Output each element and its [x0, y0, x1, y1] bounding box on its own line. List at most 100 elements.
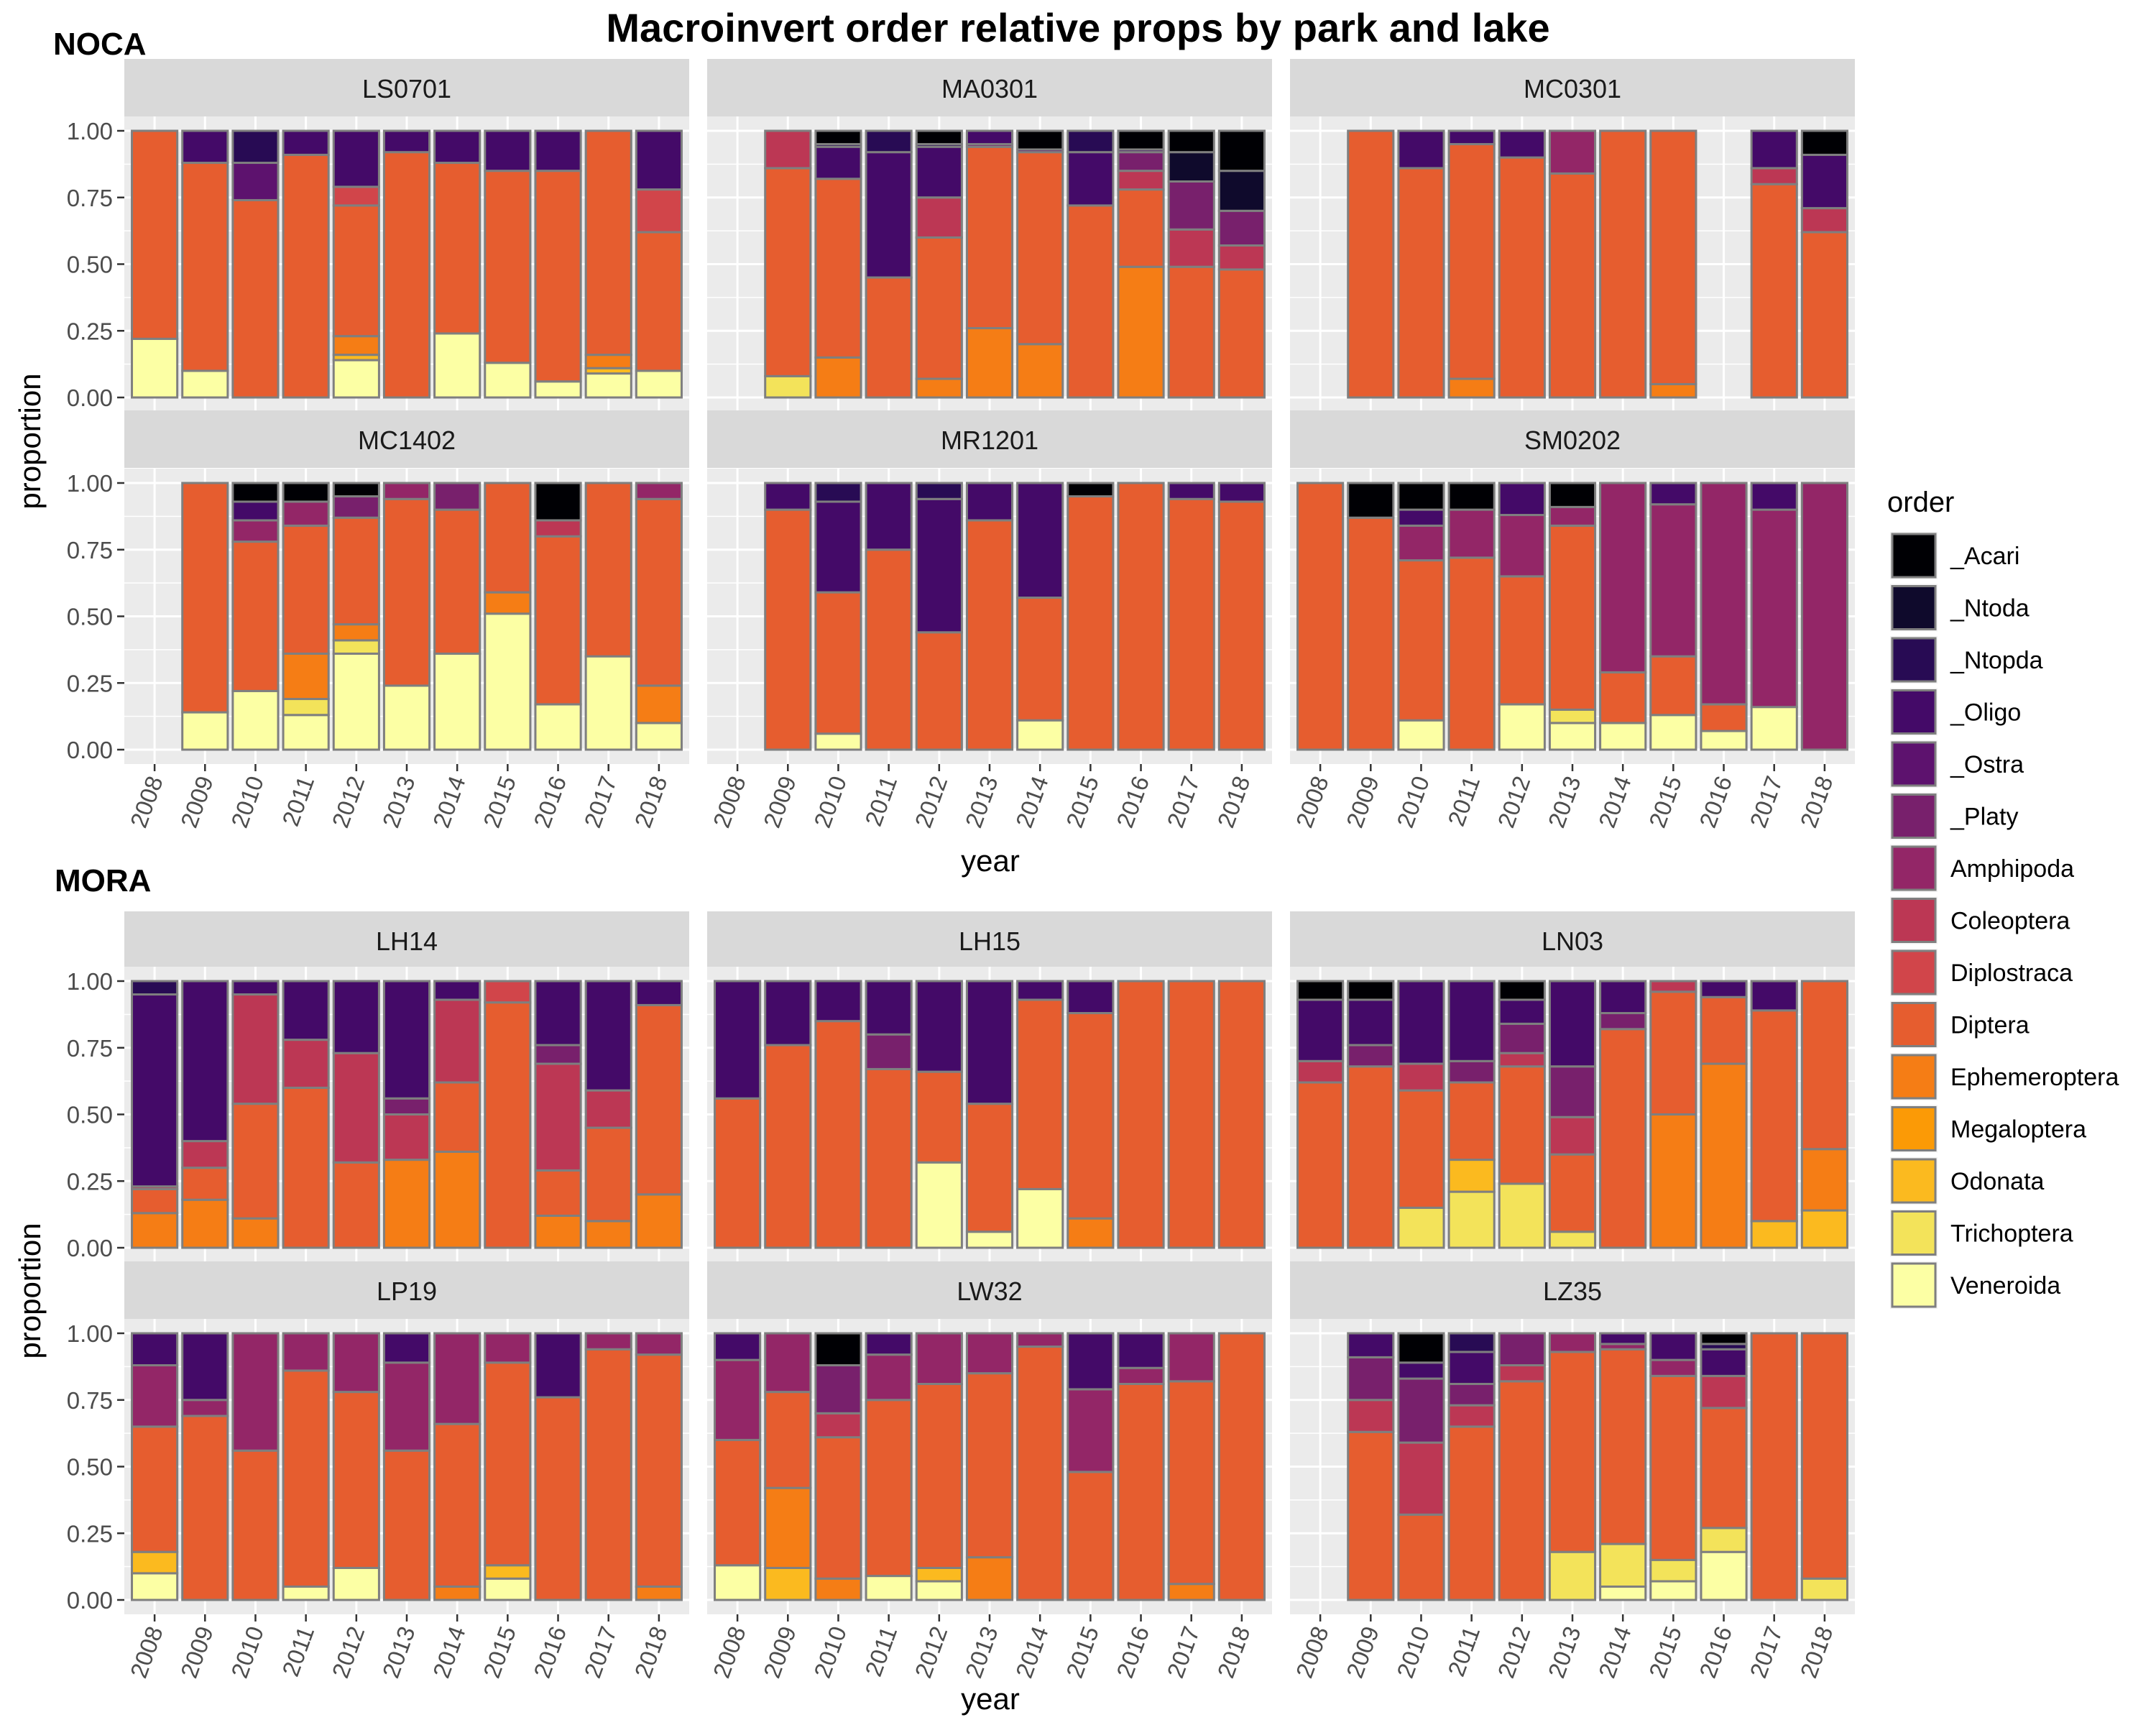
y-tick-label: 0.00 — [67, 737, 113, 763]
x-tick-label: 2015 — [478, 773, 521, 832]
facet-label: SM0202 — [1524, 426, 1621, 455]
bar-segment-Veneroida — [484, 1577, 532, 1601]
bar-segment-_Oligo — [1498, 482, 1546, 517]
bar-LP19-2015 — [484, 1332, 532, 1601]
x-tick-label: 2011 — [1442, 1623, 1485, 1680]
bar-segment-_Oligo — [131, 1332, 179, 1367]
bar-segment-_Oligo — [1700, 980, 1748, 998]
bar-segment-_Acari — [915, 129, 963, 146]
bar-LW32-2013 — [965, 1332, 1014, 1601]
bar-segment-Diptera — [1067, 1012, 1115, 1220]
bar-LH15-2018 — [1217, 980, 1266, 1249]
bar-segment-Diptera — [965, 145, 1014, 330]
bar-segment-Amphipoda — [332, 1332, 380, 1394]
bar-LZ35-2009 — [1347, 1332, 1395, 1601]
y-tick-label: 0.50 — [67, 1454, 113, 1481]
bar-segment-Veneroida — [332, 1566, 380, 1601]
x-tick-label: 2015 — [478, 1623, 521, 1682]
bar-segment-Veneroida — [635, 722, 683, 751]
bar-segment-_Oligo — [865, 1332, 913, 1356]
bar-segment-_Oligo — [1649, 1332, 1697, 1361]
facet-strip — [707, 1261, 1272, 1319]
bar-segment-_Oligo — [1296, 998, 1345, 1062]
bar-segment-Amphipoda — [382, 482, 431, 500]
bar-segment-Diptera — [534, 170, 582, 383]
bar-segment-_Platy — [1447, 1382, 1496, 1407]
bar-segment-Diptera — [635, 497, 683, 687]
bar-segment-Diptera — [332, 204, 380, 338]
legend-swatch — [1891, 585, 1937, 630]
bar-LP19-2013 — [382, 1332, 431, 1601]
bar-MC1402-2010 — [231, 482, 280, 751]
bar-segment-Diptera — [1117, 482, 1165, 751]
bar-segment-Coleoptera — [1397, 1062, 1445, 1092]
bar-segment-Diptera — [1397, 167, 1445, 399]
bar-MC1402-2014 — [433, 482, 482, 751]
bar-MA0301-2011 — [865, 129, 913, 399]
bar-segment-Trichoptera — [1599, 1542, 1647, 1588]
bar-segment-Diptera — [865, 548, 913, 751]
y-tick-label: 0.50 — [67, 1102, 113, 1128]
bar-segment-_Acari — [534, 482, 582, 522]
bar-segment-_Oligo — [764, 980, 812, 1046]
bar-segment-_Acari — [1447, 482, 1496, 511]
bar-LH15-2011 — [865, 980, 913, 1249]
bar-segment-Diptera — [1649, 1374, 1697, 1561]
bar-segment-Veneroida — [231, 689, 280, 751]
bar-LW32-2011 — [865, 1332, 913, 1601]
y-tick-label: 1.00 — [67, 1320, 113, 1347]
bar-segment-Diptera — [865, 1067, 913, 1249]
bar-segment-_Platy — [1347, 1044, 1395, 1068]
x-tick-label: 2013 — [1543, 1623, 1586, 1682]
panel-MA0301: MA0301 — [707, 59, 1272, 412]
bar-segment-Amphipoda — [282, 1332, 330, 1372]
bar-segment-Diptera — [635, 1003, 683, 1196]
bar-segment-Veneroida — [181, 369, 229, 399]
bar-MR1201-2010 — [814, 482, 862, 751]
bar-segment-Coleoptera — [1498, 1052, 1546, 1068]
x-tick-label: 2013 — [1543, 773, 1586, 832]
bar-segment-Diptera — [433, 508, 482, 655]
bar-segment-_Oligo — [915, 497, 963, 634]
bar-segment-_Oligo — [181, 1332, 229, 1402]
bar-segment-Diptera — [1167, 980, 1215, 1249]
bar-segment-Veneroida — [282, 714, 330, 751]
bar-segment-Coleoptera — [1548, 1116, 1597, 1156]
bar-LW32-2016 — [1117, 1332, 1165, 1601]
bar-segment-Veneroida — [584, 655, 632, 751]
bar-segment-_Oligo — [814, 500, 862, 594]
x-tick-label: 2011 — [277, 773, 319, 829]
bar-segment-_Oligo — [1750, 980, 1798, 1012]
bar-segment-Diptera — [382, 151, 431, 399]
y-tick-label: 0.50 — [67, 604, 113, 630]
bar-segment-Coleoptera — [1296, 1059, 1345, 1084]
bar-MC1402-2018 — [635, 482, 683, 751]
x-tick-label: 2008 — [708, 773, 751, 832]
bar-segment-_Oligo — [865, 980, 913, 1036]
bar-LH14-2009 — [181, 980, 229, 1249]
bar-segment-Odonata — [131, 1550, 179, 1575]
bar-LZ35-2012 — [1498, 1332, 1546, 1601]
park-label: MORA — [55, 863, 151, 898]
bar-segment-Veneroida — [282, 1585, 330, 1601]
bar-segment-Diptera — [764, 167, 812, 377]
bar-segment-_Oligo — [1217, 482, 1266, 503]
bar-segment-Amphipoda — [131, 1364, 179, 1428]
bar-segment-Diptera — [1447, 1425, 1496, 1601]
y-tick-label: 0.25 — [67, 1168, 113, 1195]
bar-segment-Diptera — [1700, 703, 1748, 732]
legend-label: Diptera — [1950, 1012, 2030, 1039]
bar-segment-Diptera — [1167, 265, 1215, 399]
bar-segment-_Acari — [1800, 129, 1848, 156]
x-tick-label: 2014 — [1593, 1623, 1636, 1682]
bar-segment-_Oligo — [1347, 1332, 1395, 1358]
bar-segment-_Platy — [1498, 1332, 1546, 1367]
bar-segment-_Platy — [1447, 1059, 1496, 1084]
bar-segment-_Oligo — [231, 980, 280, 996]
x-tick-label: 2015 — [1644, 1623, 1687, 1682]
bar-segment-Veneroida — [635, 369, 683, 399]
bar-segment-Veneroida — [1016, 719, 1064, 751]
bar-segment-Diptera — [814, 1436, 862, 1580]
bar-segment-Diptera — [332, 516, 380, 626]
bar-segment-_Acari — [1296, 980, 1345, 1001]
